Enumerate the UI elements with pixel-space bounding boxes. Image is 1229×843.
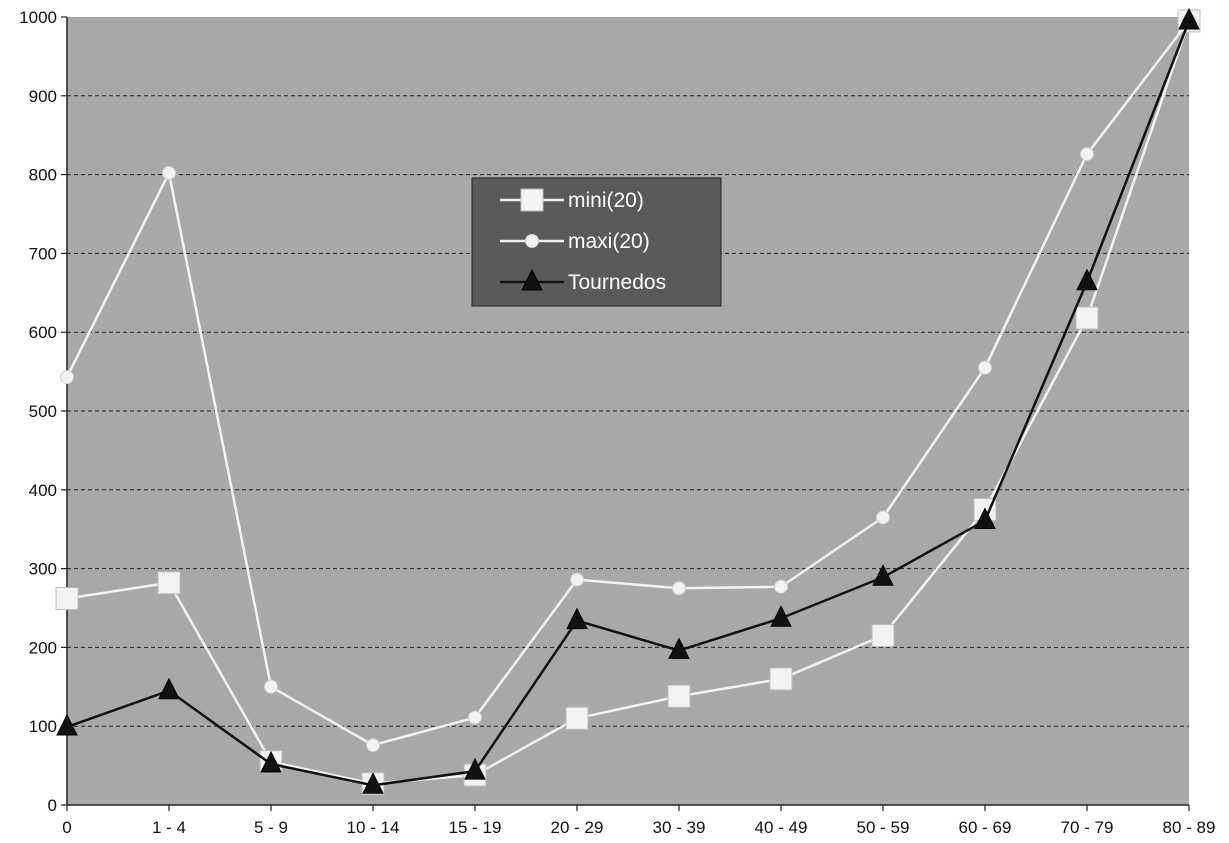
data-point [55, 587, 79, 611]
series-tournedos [56, 7, 1200, 794]
x-tick-label: 10 - 14 [347, 818, 400, 837]
legend-marker [520, 188, 544, 212]
x-tick-label: 30 - 39 [653, 818, 706, 837]
data-point [876, 510, 890, 525]
data-point [157, 571, 181, 595]
y-tick-label: 0 [48, 796, 57, 815]
y-tick-label: 300 [29, 560, 57, 579]
x-tick-label: 15 - 19 [449, 818, 502, 837]
data-point [566, 607, 588, 630]
y-tick-label: 100 [29, 717, 57, 736]
data-point [468, 710, 482, 725]
data-point [672, 581, 686, 596]
series-line [66, 20, 1191, 787]
y-axis-ticks: 0 100 200 300 400 500 600 700 800 900 1000 [19, 8, 67, 815]
legend-item: Tournedos [500, 268, 666, 294]
y-tick-label: 600 [29, 323, 57, 342]
x-tick-label: 1 - 4 [152, 818, 186, 837]
y-tick-label: 700 [29, 244, 57, 263]
legend-marker [521, 268, 543, 291]
data-point [366, 738, 380, 753]
x-tick-label: 60 - 69 [959, 818, 1012, 837]
legend-label: mini(20) [568, 189, 644, 212]
x-tick-label: 50 - 59 [857, 818, 910, 837]
data-point [770, 605, 792, 627]
data-point [565, 706, 589, 730]
data-point [978, 360, 992, 375]
series-line [65, 20, 1190, 747]
x-tick-label: 20 - 29 [551, 818, 604, 837]
y-gridlines [67, 95, 1189, 727]
y-tick-label: 200 [29, 638, 57, 657]
data-point [774, 579, 788, 594]
y-tick-label: 1000 [19, 8, 57, 27]
data-point [162, 166, 176, 181]
x-tick-label: 80 - 89 [1163, 818, 1216, 837]
data-point [260, 750, 282, 773]
data-point [667, 684, 691, 708]
series-maxi-20 [60, 13, 1196, 753]
data-point [668, 637, 690, 660]
x-tick-label: 70 - 79 [1061, 818, 1114, 837]
data-point [1080, 147, 1094, 162]
x-tick-label: 0 [62, 818, 71, 837]
x-tick-label: 5 - 9 [254, 818, 288, 837]
data-point [56, 713, 78, 736]
data-point [264, 679, 278, 694]
legend-label: Tournedos [568, 271, 666, 294]
y-tick-label: 900 [29, 87, 57, 106]
data-point [464, 757, 486, 780]
data-point [871, 624, 895, 648]
y-tick-label: 500 [29, 402, 57, 421]
data-point [974, 507, 996, 530]
data-point [1178, 7, 1200, 30]
data-point [60, 370, 74, 385]
y-tick-label: 800 [29, 166, 57, 185]
legend-label: maxi(20) [568, 230, 650, 253]
y-tick-label: 400 [29, 481, 57, 500]
legend-item: mini(20) [500, 188, 644, 212]
legend-marker [525, 234, 539, 248]
data-point [570, 572, 584, 587]
data-point [1075, 306, 1099, 330]
data-point [1076, 268, 1098, 291]
x-axis-ticks: 0 1 - 4 5 - 9 10 - 14 15 - 19 20 - 29 30 - 39 4… [62, 805, 1215, 837]
x-tick-label: 40 - 49 [755, 818, 808, 837]
data-point [158, 677, 180, 700]
legend: mini(20) maxi(20) Tournedos [471, 177, 722, 307]
data-point [769, 667, 793, 691]
data-point [872, 564, 894, 586]
legend-item: maxi(20) [500, 230, 650, 253]
data-point [362, 772, 384, 794]
